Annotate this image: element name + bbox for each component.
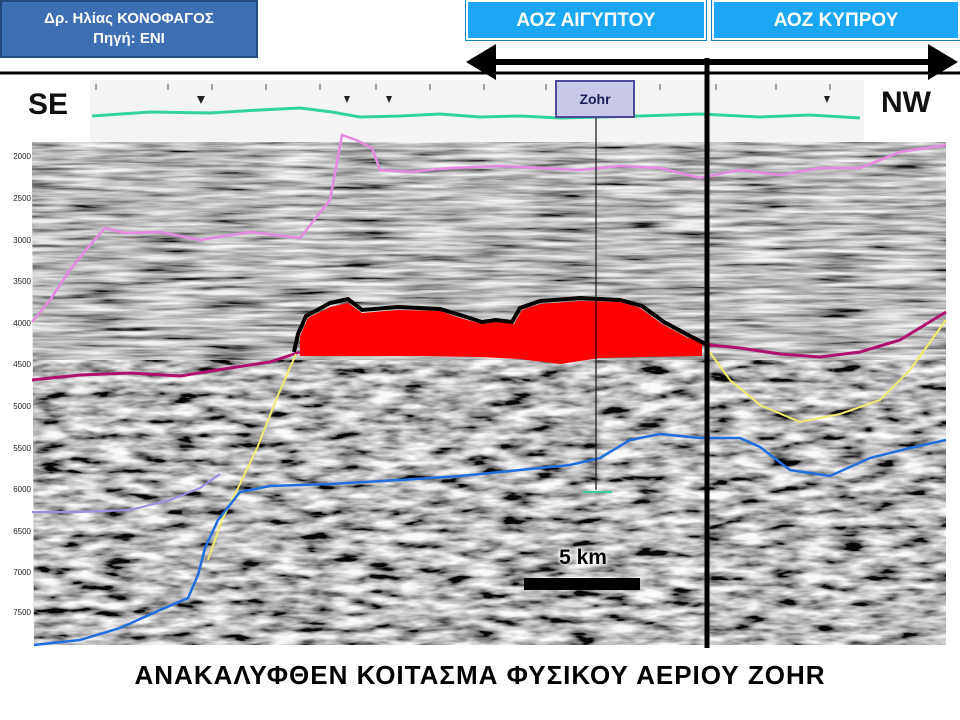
pink-horizon: [31, 133, 947, 323]
eez-double-arrow: [466, 44, 958, 80]
depth-label: 5000: [13, 402, 31, 411]
depth-label: 3000: [13, 236, 31, 245]
direction-label-nw: NW: [866, 80, 946, 132]
author-credit-box: Δρ. Ηλίας ΚΟΝΟΦΑΓΟΣ Πηγή: ENI: [0, 0, 258, 58]
depth-label: 4500: [13, 360, 31, 369]
yellow-fault: [207, 353, 297, 561]
depth-label: 5500: [13, 444, 31, 453]
depth-label: 2500: [13, 194, 31, 203]
depth-label: 3500: [13, 277, 31, 286]
depth-label: 7500: [13, 608, 31, 617]
depth-label: 4000: [13, 319, 31, 328]
direction-label-se: SE: [6, 82, 90, 142]
scale-bar: [524, 578, 640, 590]
reservoir-top-outline: [292, 295, 707, 353]
yellow-horizon-right: [707, 319, 947, 424]
lavender-horizon: [32, 473, 221, 513]
seismic-reflections: [32, 142, 946, 645]
magenta-horizon-right: [699, 310, 947, 359]
blue-basement-horizon: [33, 432, 947, 647]
depth-label: 7000: [13, 568, 31, 577]
magenta-horizon: [31, 350, 301, 382]
seafloor-horizon: [91, 106, 861, 120]
zohr-reservoir: [300, 301, 702, 364]
depth-label: 6500: [13, 527, 31, 536]
eez-cyprus-label: ΑΟΖ ΚΥΠΡΟΥ: [711, 0, 960, 41]
well-markers: [197, 96, 830, 104]
caption-title: ΑΝΑΚΑΛΥΦΘΕΝ ΚΟΙΤΑΣΜΑ ΦΥΣΙΚΟΥ ΑΕΡΙΟΥ ZOHR: [134, 660, 826, 690]
depth-label: 2000: [13, 152, 31, 161]
eez-egypt-label: ΑΟΖ ΑΙΓΥΠΤΟΥ: [465, 0, 707, 41]
depth-label: 6000: [13, 485, 31, 494]
annotation-strip: [90, 80, 864, 142]
shotpoint-ticks: [95, 84, 831, 90]
zohr-well-label: Zohr: [555, 80, 635, 118]
author-name: Δρ. Ηλίας ΚΟΝΟΦΑΓΟΣ: [44, 10, 214, 27]
source-label: Πηγή: ENI: [93, 30, 165, 47]
scale-label: 5 km: [559, 546, 607, 569]
